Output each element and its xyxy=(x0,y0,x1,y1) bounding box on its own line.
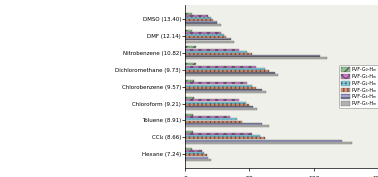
Bar xyxy=(185,140,342,142)
Legend: PVF-G₀-Hₘ, PVF-G₁-Hₘ, PVF-G₂-Hₘ, PVF-G₃-Hₘ, PVF-G₄-Hₘ, PVF-G₅-Hₘ: PVF-G₀-Hₘ, PVF-G₁-Hₘ, PVF-G₂-Hₘ, PVF-G₃-… xyxy=(339,65,378,109)
Bar xyxy=(185,91,266,93)
Bar xyxy=(185,68,265,70)
Bar xyxy=(185,101,246,104)
Bar xyxy=(185,55,320,57)
Bar xyxy=(185,152,204,154)
Bar xyxy=(185,13,192,15)
Bar xyxy=(185,63,195,65)
Bar xyxy=(185,32,221,34)
Bar xyxy=(185,142,352,144)
Bar xyxy=(185,74,278,76)
Bar xyxy=(185,30,192,32)
Bar xyxy=(185,89,262,91)
Bar xyxy=(185,49,239,51)
Bar xyxy=(185,123,262,125)
Bar xyxy=(185,156,208,159)
Bar xyxy=(185,34,224,36)
Bar xyxy=(185,36,226,38)
Bar xyxy=(185,148,192,150)
Bar xyxy=(185,70,269,72)
Bar xyxy=(185,38,231,40)
Bar xyxy=(185,159,211,161)
Bar xyxy=(185,47,195,48)
Bar xyxy=(185,133,252,135)
Bar xyxy=(185,41,234,43)
Bar xyxy=(185,125,269,127)
Bar xyxy=(185,21,217,24)
Bar xyxy=(185,87,256,89)
Bar xyxy=(185,82,247,84)
Bar xyxy=(185,150,202,152)
Bar xyxy=(185,138,265,139)
Bar xyxy=(185,72,275,74)
Bar xyxy=(185,51,247,53)
Bar xyxy=(185,116,230,118)
Bar xyxy=(185,80,194,82)
Bar xyxy=(185,131,193,133)
Bar xyxy=(185,17,211,19)
Bar xyxy=(185,58,327,59)
Bar xyxy=(185,15,208,17)
Bar xyxy=(185,154,207,156)
Bar xyxy=(185,53,252,55)
Bar xyxy=(185,114,193,116)
Bar xyxy=(185,121,242,123)
Bar xyxy=(185,135,260,137)
Bar xyxy=(185,97,194,99)
Bar xyxy=(185,104,249,106)
Bar xyxy=(185,85,252,87)
Bar xyxy=(185,65,256,68)
Bar xyxy=(185,19,214,21)
Bar xyxy=(185,106,253,108)
Bar xyxy=(185,118,237,120)
Bar xyxy=(185,108,257,110)
Bar xyxy=(185,99,239,101)
Bar xyxy=(185,24,221,26)
